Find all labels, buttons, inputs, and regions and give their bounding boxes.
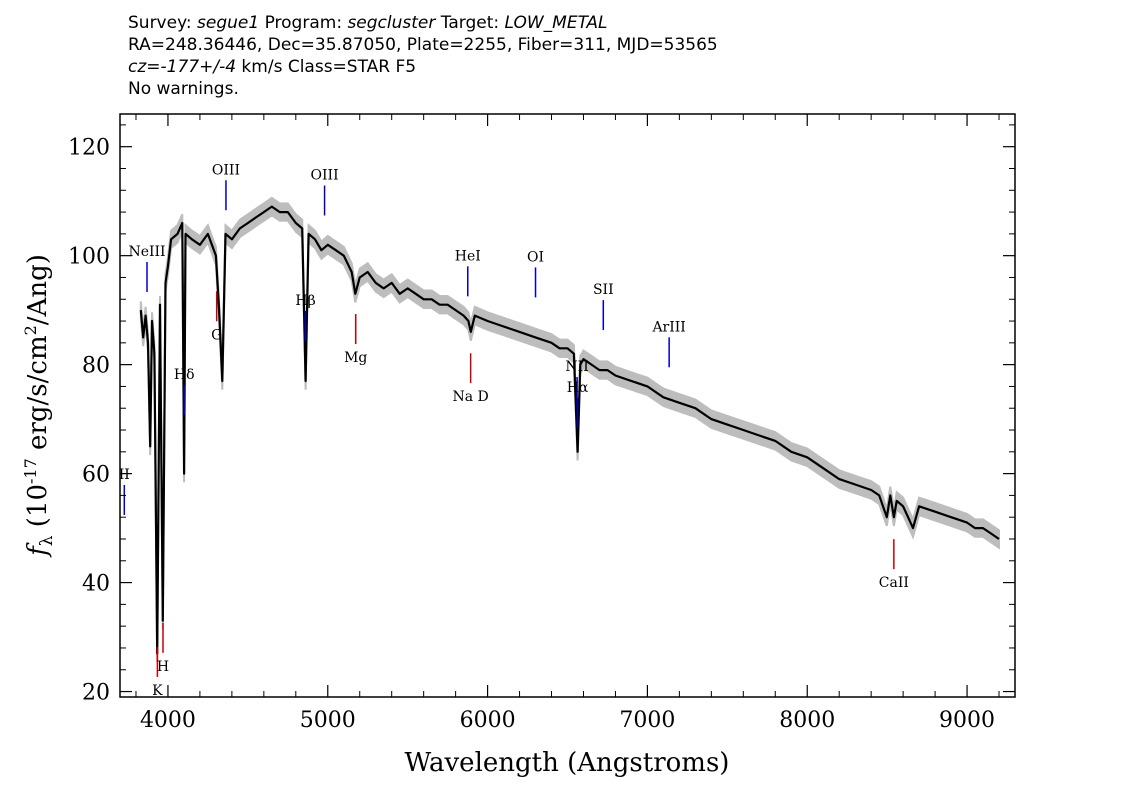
x-tick-label: 5000	[300, 708, 356, 733]
y-axis-title-unit-a: (10	[23, 484, 53, 536]
absorption-line-label: Mg	[344, 350, 367, 366]
emission-line-label: OIII	[311, 167, 339, 183]
y-tick-label: 60	[82, 463, 110, 488]
y-axis-title-sub: λ	[37, 535, 57, 546]
y-tick-label: 40	[82, 572, 110, 597]
absorption-line-label: Na D	[453, 389, 489, 405]
absorption-line-label: K	[152, 683, 163, 699]
emission-line-label: ArIII	[651, 319, 685, 335]
absorption-line-label: H	[157, 659, 169, 675]
x-axis-title: Wavelength (Angstroms)	[405, 748, 730, 778]
plot-frame	[119, 113, 1016, 698]
target-label: Target:	[435, 13, 505, 33]
emission-line-label: OI	[527, 249, 544, 265]
y-tick-label: 100	[68, 245, 110, 270]
class-info: km/s Class=STAR F5	[236, 57, 417, 77]
x-tick-label: 6000	[460, 708, 516, 733]
redshift-value: cz=-177+/-4	[128, 57, 237, 77]
emission-line-label: Hβ	[295, 293, 315, 309]
y-tick-label: 80	[82, 354, 110, 379]
y-axis-title-unit-c: /Ang)	[23, 254, 53, 325]
x-tick-label: 4000	[140, 708, 196, 733]
spectrum-line	[139, 205, 1000, 655]
emission-line-label: NII	[565, 359, 588, 375]
error-band	[139, 196, 1000, 663]
header-line-4: No warnings.	[128, 79, 239, 99]
survey-label: Survey:	[128, 13, 198, 33]
spectrum-header: Survey: segue1 Program: segcluster Targe…	[128, 12, 718, 100]
emission-line-label: II	[119, 467, 130, 483]
y-axis-title-unit-b: erg/s/cm	[23, 335, 53, 458]
y-tick-label: 20	[82, 681, 110, 706]
y-axis-title: fλ (10-17 erg/s/cm2/Ang)	[21, 254, 57, 558]
emission-line-label: OIII	[212, 162, 240, 178]
x-tick-label: 9000	[939, 708, 995, 733]
y-axis-title-exp2: 2	[21, 325, 40, 335]
header-line-3: cz=-177+/-4 km/s Class=STAR F5	[128, 56, 718, 78]
program-value: segcluster	[347, 13, 436, 33]
emission-line-label: SII	[593, 282, 614, 298]
emission-line-label: NeIII	[128, 244, 165, 260]
emission-line-label: HeI	[455, 248, 481, 264]
program-label: Program:	[259, 13, 348, 33]
absorption-line-label: G	[211, 327, 222, 343]
axis-ticks: 4000 5000 6000 7000 8000 9000 20 40 60 80 100 120	[68, 114, 1015, 733]
chart-marks: NeIII Hδ OIII Hβ OIII HeI OI NII Hα SII ArIII II KH G…	[119, 162, 1000, 699]
survey-value: segue1	[197, 13, 260, 33]
emission-line-label: Hδ	[174, 367, 195, 383]
emission-line-label: Hα	[567, 380, 589, 396]
x-tick-label: 8000	[779, 708, 835, 733]
header-line-1: Survey: segue1 Program: segcluster Targe…	[128, 12, 718, 34]
target-value: LOW_METAL	[504, 13, 608, 33]
header-line-2: RA=248.36446, Dec=35.87050, Plate=2255, …	[128, 35, 718, 55]
y-tick-label: 120	[68, 136, 110, 161]
y-axis-title-exp: -17	[21, 458, 40, 484]
absorption-line-label: CaII	[879, 575, 909, 591]
x-tick-label: 7000	[619, 708, 675, 733]
